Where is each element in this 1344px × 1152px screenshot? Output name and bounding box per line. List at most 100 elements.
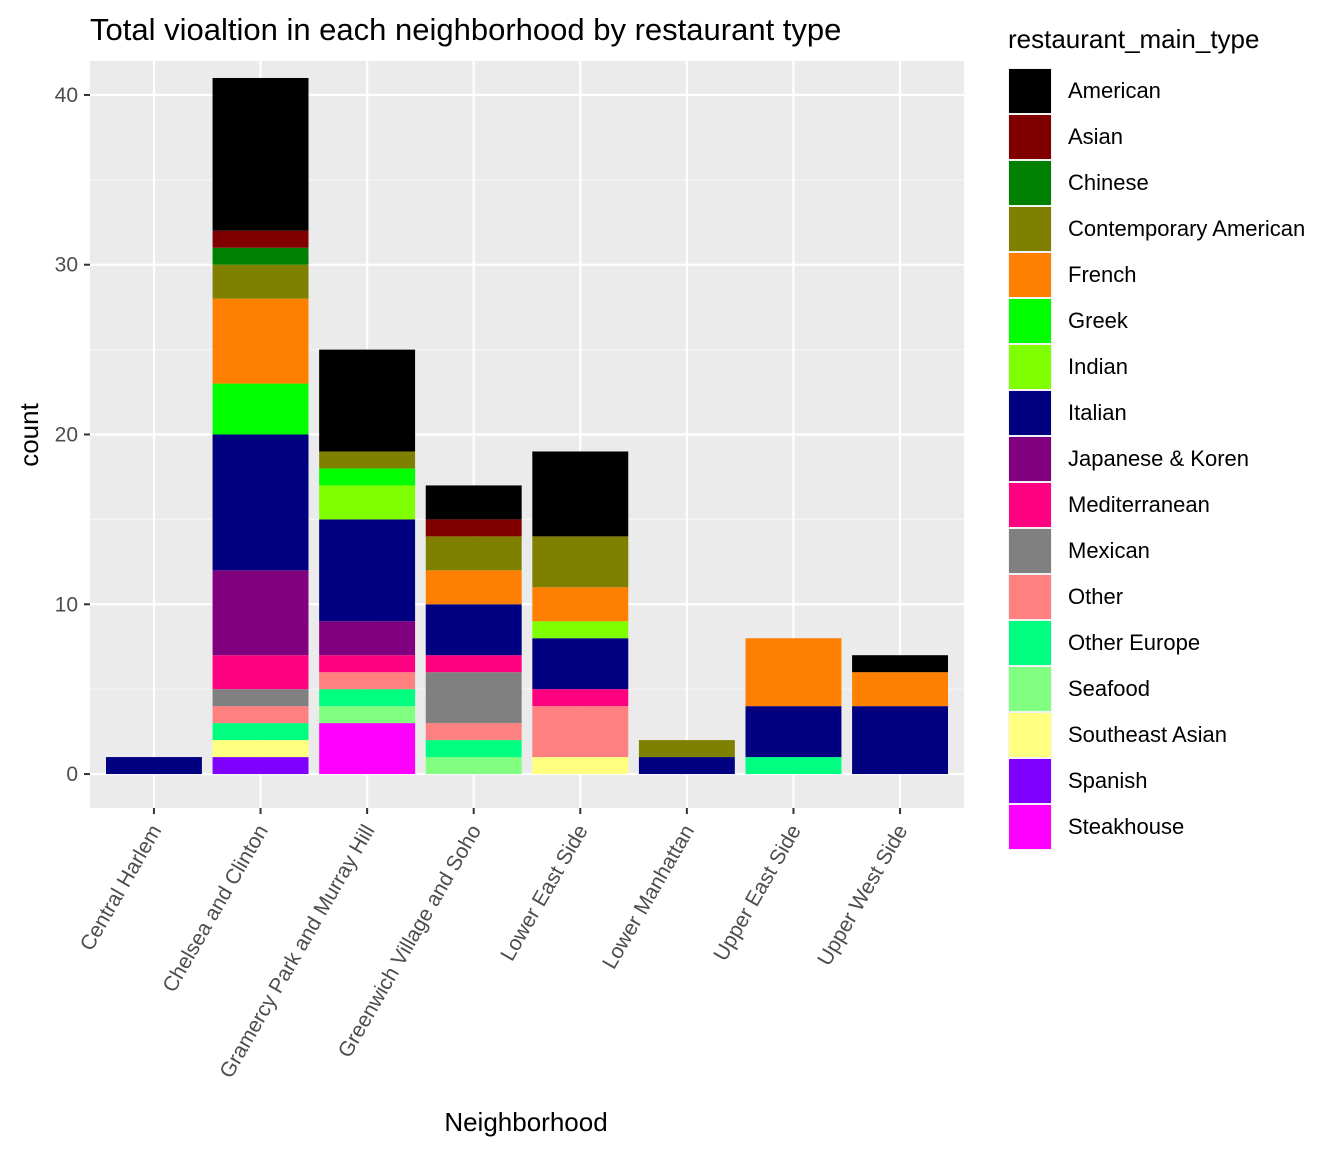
bar-segment-gramercy-park-and-murray-hill-greek — [319, 468, 416, 486]
x-axis-title: Neighborhood — [444, 1107, 607, 1137]
bar-segment-gramercy-park-and-murray-hill-japanese-and-koren — [319, 621, 416, 656]
bar-segment-gramercy-park-and-murray-hill-other — [319, 672, 416, 690]
legend-item-american: American — [1008, 68, 1161, 114]
bar-segment-chelsea-and-clinton-other — [212, 706, 309, 724]
legend-item-japanese-and-koren: Japanese & Koren — [1008, 436, 1249, 482]
legend-swatch-contemporary-american — [1009, 207, 1051, 251]
bar-segment-lower-east-side-mediterranean — [532, 689, 629, 707]
bar-segment-gramercy-park-and-murray-hill-other-europe — [319, 689, 416, 707]
y-tick-label: 30 — [55, 254, 78, 277]
legend-swatch-mediterranean — [1009, 483, 1051, 527]
legend-swatch-american — [1009, 69, 1051, 113]
bar-segment-lower-east-side-southeast-asian — [532, 757, 629, 775]
bar-segment-central-harlem-italian — [105, 757, 202, 775]
bar-segment-upper-west-side-american — [852, 655, 949, 673]
bar-segment-greenwich-village-and-soho-seafood — [425, 757, 522, 775]
bar-segment-upper-east-side-other-europe — [745, 757, 842, 775]
y-tick-label: 10 — [55, 593, 78, 616]
legend: American Asian Chinese Contemporary America… — [1008, 68, 1305, 850]
legend-swatch-japanese-and-koren — [1009, 437, 1051, 481]
x-tick-label-chelsea-and-clinton: Chelsea and Clinton — [158, 821, 272, 996]
bar-segment-greenwich-village-and-soho-other-europe — [425, 740, 522, 758]
legend-label-italian: Italian — [1068, 400, 1127, 425]
bar-segment-chelsea-and-clinton-mexican — [212, 689, 309, 707]
bar-segment-greenwich-village-and-soho-other — [425, 723, 522, 741]
legend-label-chinese: Chinese — [1068, 170, 1149, 195]
legend-label-mediterranean: Mediterranean — [1068, 492, 1210, 517]
bar-segment-upper-west-side-french — [852, 672, 949, 707]
legend-item-steakhouse: Steakhouse — [1008, 804, 1184, 850]
bar-segment-chelsea-and-clinton-asian — [212, 230, 309, 248]
bar-segment-greenwich-village-and-soho-asian — [425, 519, 522, 537]
legend-label-other-europe: Other Europe — [1068, 630, 1200, 655]
bar-segment-upper-east-side-french — [745, 638, 842, 707]
legend-swatch-other-europe — [1009, 621, 1051, 665]
legend-label-asian: Asian — [1068, 124, 1123, 149]
legend-label-japanese-and-koren: Japanese & Koren — [1068, 446, 1249, 471]
bar-segment-chelsea-and-clinton-other-europe — [212, 723, 309, 741]
bar-segment-lower-east-side-american — [532, 451, 629, 537]
legend-label-contemporary-american: Contemporary American — [1068, 216, 1305, 241]
bar-segment-chelsea-and-clinton-chinese — [212, 247, 309, 265]
legend-label-other: Other — [1068, 584, 1123, 609]
plot-area — [90, 61, 964, 808]
legend-item-mexican: Mexican — [1008, 528, 1150, 574]
legend-label-spanish: Spanish — [1068, 768, 1148, 793]
legend-swatch-indian — [1009, 345, 1051, 389]
bar-segment-chelsea-and-clinton-mediterranean — [212, 655, 309, 690]
legend-title: restaurant_main_type — [1008, 24, 1259, 54]
legend-swatch-southeast-asian — [1009, 713, 1051, 757]
legend-label-french: French — [1068, 262, 1136, 287]
legend-item-french: French — [1008, 252, 1136, 298]
legend-label-seafood: Seafood — [1068, 676, 1150, 701]
x-tick-label-upper-west-side: Upper West Side — [813, 821, 912, 970]
bar-segment-chelsea-and-clinton-southeast-asian — [212, 740, 309, 758]
legend-swatch-greek — [1009, 299, 1051, 343]
legend-swatch-steakhouse — [1009, 805, 1051, 849]
legend-swatch-french — [1009, 253, 1051, 297]
y-tick-label: 0 — [66, 763, 78, 786]
bar-segment-lower-east-side-indian — [532, 621, 629, 639]
x-tick-label-upper-east-side: Upper East Side — [709, 821, 805, 965]
bar-segment-gramercy-park-and-murray-hill-seafood — [319, 706, 416, 724]
bar-segment-upper-west-side-italian — [852, 706, 949, 775]
bar-segment-chelsea-and-clinton-greek — [212, 383, 309, 435]
y-axis-title: count — [14, 402, 44, 466]
bar-segment-chelsea-and-clinton-japanese-and-koren — [212, 570, 309, 656]
legend-swatch-other — [1009, 575, 1051, 619]
legend-swatch-asian — [1009, 115, 1051, 159]
bar-segment-gramercy-park-and-murray-hill-contemporary-american — [319, 451, 416, 469]
y-tick-label: 20 — [55, 424, 78, 447]
bar-segment-chelsea-and-clinton-contemporary-american — [212, 264, 309, 299]
legend-swatch-mexican — [1009, 529, 1051, 573]
bar-segment-chelsea-and-clinton-american — [212, 77, 309, 231]
legend-label-mexican: Mexican — [1068, 538, 1150, 563]
y-tick-label: 40 — [55, 84, 78, 107]
bar-segment-upper-east-side-italian — [745, 706, 842, 758]
legend-item-mediterranean: Mediterranean — [1008, 482, 1210, 528]
x-tick-label-central-harlem: Central Harlem — [76, 821, 167, 955]
legend-swatch-chinese — [1009, 161, 1051, 205]
bar-segment-lower-east-side-french — [532, 587, 629, 622]
legend-item-italian: Italian — [1008, 390, 1127, 436]
bar-segment-lower-east-side-other — [532, 706, 629, 758]
chart-title: Total vioaltion in each neighborhood by … — [90, 12, 841, 47]
bar-segment-greenwich-village-and-soho-italian — [425, 604, 522, 656]
legend-swatch-seafood — [1009, 667, 1051, 711]
bar-segment-greenwich-village-and-soho-american — [425, 485, 522, 520]
legend-swatch-spanish — [1009, 759, 1051, 803]
x-tick-label-lower-manhattan: Lower Manhattan — [598, 821, 699, 973]
bar-segment-greenwich-village-and-soho-french — [425, 570, 522, 605]
legend-item-other-europe: Other Europe — [1008, 620, 1200, 666]
legend-item-chinese: Chinese — [1008, 160, 1149, 206]
legend-item-asian: Asian — [1008, 114, 1123, 160]
bar-segment-greenwich-village-and-soho-mediterranean — [425, 655, 522, 673]
bar-segment-gramercy-park-and-murray-hill-italian — [319, 519, 416, 622]
bar-segment-greenwich-village-and-soho-contemporary-american — [425, 536, 522, 571]
legend-item-seafood: Seafood — [1008, 666, 1150, 712]
legend-item-southeast-asian: Southeast Asian — [1008, 712, 1227, 758]
bar-segment-chelsea-and-clinton-french — [212, 298, 309, 384]
legend-item-spanish: Spanish — [1008, 758, 1148, 804]
